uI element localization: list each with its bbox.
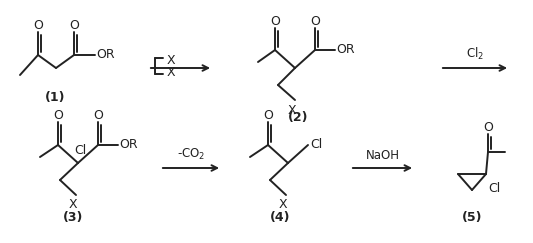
Text: X: X xyxy=(279,199,287,211)
Text: -CO$_2$: -CO$_2$ xyxy=(177,147,205,162)
Text: O: O xyxy=(33,19,43,32)
Text: OR: OR xyxy=(119,139,138,151)
Text: Cl: Cl xyxy=(74,145,86,157)
Text: X: X xyxy=(288,104,296,116)
Text: Cl: Cl xyxy=(488,182,500,194)
Text: Cl$_2$: Cl$_2$ xyxy=(466,46,484,62)
Text: O: O xyxy=(263,109,273,122)
Text: O: O xyxy=(93,109,103,122)
Text: O: O xyxy=(53,109,63,122)
Text: (3): (3) xyxy=(63,211,83,225)
Text: X: X xyxy=(167,66,175,78)
Text: O: O xyxy=(483,121,493,134)
Text: (5): (5) xyxy=(462,211,482,225)
Text: NaOH: NaOH xyxy=(366,149,400,162)
Text: (1): (1) xyxy=(45,92,65,104)
Text: O: O xyxy=(270,15,280,28)
Text: O: O xyxy=(69,19,79,32)
Text: X: X xyxy=(69,199,77,211)
Text: OR: OR xyxy=(336,43,354,57)
Text: OR: OR xyxy=(96,49,115,61)
Text: X: X xyxy=(167,53,175,67)
Text: (4): (4) xyxy=(270,211,290,225)
Text: O: O xyxy=(310,15,320,28)
Text: Cl: Cl xyxy=(310,139,322,151)
Text: (2): (2) xyxy=(288,112,308,124)
